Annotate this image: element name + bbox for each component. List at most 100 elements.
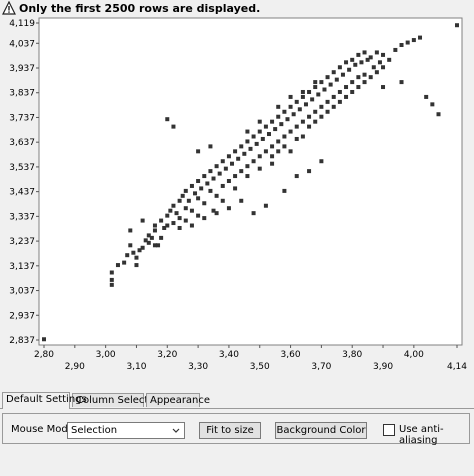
- data-point: [276, 149, 281, 154]
- data-point: [149, 235, 154, 240]
- x-tick-label: 3,80: [342, 350, 362, 360]
- data-point: [146, 233, 151, 238]
- mouse-mode-value: Selection: [71, 425, 118, 436]
- mouse-mode-label: Mouse Mode: [11, 424, 74, 435]
- data-point: [365, 57, 370, 62]
- data-point: [356, 52, 361, 57]
- data-point: [325, 99, 330, 104]
- x-tick-label: 3,20: [157, 350, 177, 360]
- y-tick-label: 3,337: [9, 212, 35, 222]
- y-tick-label: 3,137: [9, 262, 35, 272]
- tab-column-selection[interactable]: Column Selection: [72, 393, 164, 407]
- data-point: [313, 85, 318, 90]
- data-point: [251, 211, 256, 216]
- data-point: [109, 282, 114, 287]
- data-point: [245, 139, 250, 144]
- data-point: [156, 243, 161, 248]
- data-point: [300, 119, 305, 124]
- data-point: [223, 166, 228, 171]
- tab-appearance[interactable]: Appearance: [146, 393, 210, 407]
- data-point: [230, 161, 235, 166]
- data-point: [245, 174, 250, 179]
- x-tick-label: 4,00: [404, 350, 424, 360]
- background-color-button[interactable]: Background Color: [275, 422, 367, 439]
- data-point: [350, 57, 355, 62]
- data-point: [270, 144, 275, 149]
- data-point: [288, 129, 293, 134]
- data-point: [260, 136, 265, 141]
- data-point: [186, 198, 191, 203]
- data-point: [257, 129, 262, 134]
- data-point: [331, 94, 336, 99]
- data-point: [214, 211, 219, 216]
- data-point: [177, 198, 182, 203]
- data-point: [310, 97, 315, 102]
- warning-icon: [2, 1, 16, 15]
- y-tick-label: 3,837: [9, 89, 35, 99]
- data-point: [285, 117, 290, 122]
- data-point: [276, 104, 281, 109]
- data-point: [297, 107, 302, 112]
- mouse-mode-select[interactable]: Selection: [67, 422, 185, 439]
- data-point: [171, 124, 176, 129]
- anti-aliasing-checkbox[interactable]: [383, 424, 395, 436]
- data-point: [325, 75, 330, 80]
- data-point: [134, 263, 139, 268]
- data-point: [337, 65, 342, 70]
- data-point: [257, 154, 262, 159]
- data-point: [273, 127, 278, 132]
- data-point: [189, 223, 194, 228]
- data-point: [319, 80, 324, 85]
- x-tick-label: 3,40: [219, 350, 239, 360]
- data-point: [294, 136, 299, 141]
- data-point: [362, 72, 367, 77]
- data-point: [270, 154, 275, 159]
- scatter-chart[interactable]: 4,119 4,037 3,937 3,837 3,737 3,637 3,537 3,437…: [0, 16, 474, 388]
- x-tick-label: 3,60: [281, 350, 301, 360]
- data-point: [374, 50, 379, 55]
- data-point: [270, 119, 275, 124]
- data-point: [159, 235, 164, 240]
- data-point: [214, 164, 219, 169]
- data-point: [211, 208, 216, 213]
- data-point: [236, 156, 241, 161]
- data-point: [217, 171, 222, 176]
- data-point: [177, 216, 182, 221]
- tab-default-settings[interactable]: Default Settings: [2, 392, 87, 409]
- plot-area[interactable]: [38, 17, 463, 346]
- data-point: [319, 114, 324, 119]
- data-point: [143, 238, 148, 243]
- data-point: [128, 243, 133, 248]
- data-point: [303, 102, 308, 107]
- data-point: [424, 94, 429, 99]
- plot-panel[interactable]: 4,119 4,037 3,937 3,837 3,737 3,637 3,537 3,437…: [0, 16, 474, 388]
- y-tick-label: 3,237: [9, 237, 35, 247]
- data-point: [368, 55, 373, 60]
- data-point: [196, 179, 201, 184]
- data-point: [183, 206, 188, 211]
- data-point: [307, 89, 312, 94]
- data-point: [288, 149, 293, 154]
- data-point: [196, 213, 201, 218]
- data-point: [328, 82, 333, 87]
- data-point: [226, 206, 231, 211]
- data-point: [340, 72, 345, 77]
- data-point: [300, 94, 305, 99]
- data-point: [254, 141, 259, 146]
- data-point: [220, 183, 225, 188]
- data-point: [381, 85, 386, 90]
- data-point: [353, 62, 358, 67]
- data-point: [282, 144, 287, 149]
- data-point: [165, 223, 170, 228]
- data-point: [263, 124, 268, 129]
- data-point: [325, 109, 330, 114]
- data-point: [211, 176, 216, 181]
- x-tick-label: 3,00: [96, 350, 116, 360]
- x-tick-label: 3,90: [373, 362, 393, 372]
- data-point: [42, 337, 46, 342]
- data-point: [122, 260, 127, 265]
- data-point: [307, 169, 312, 174]
- data-point: [152, 243, 157, 248]
- data-point: [300, 89, 305, 94]
- fit-to-size-button[interactable]: Fit to size: [199, 422, 261, 439]
